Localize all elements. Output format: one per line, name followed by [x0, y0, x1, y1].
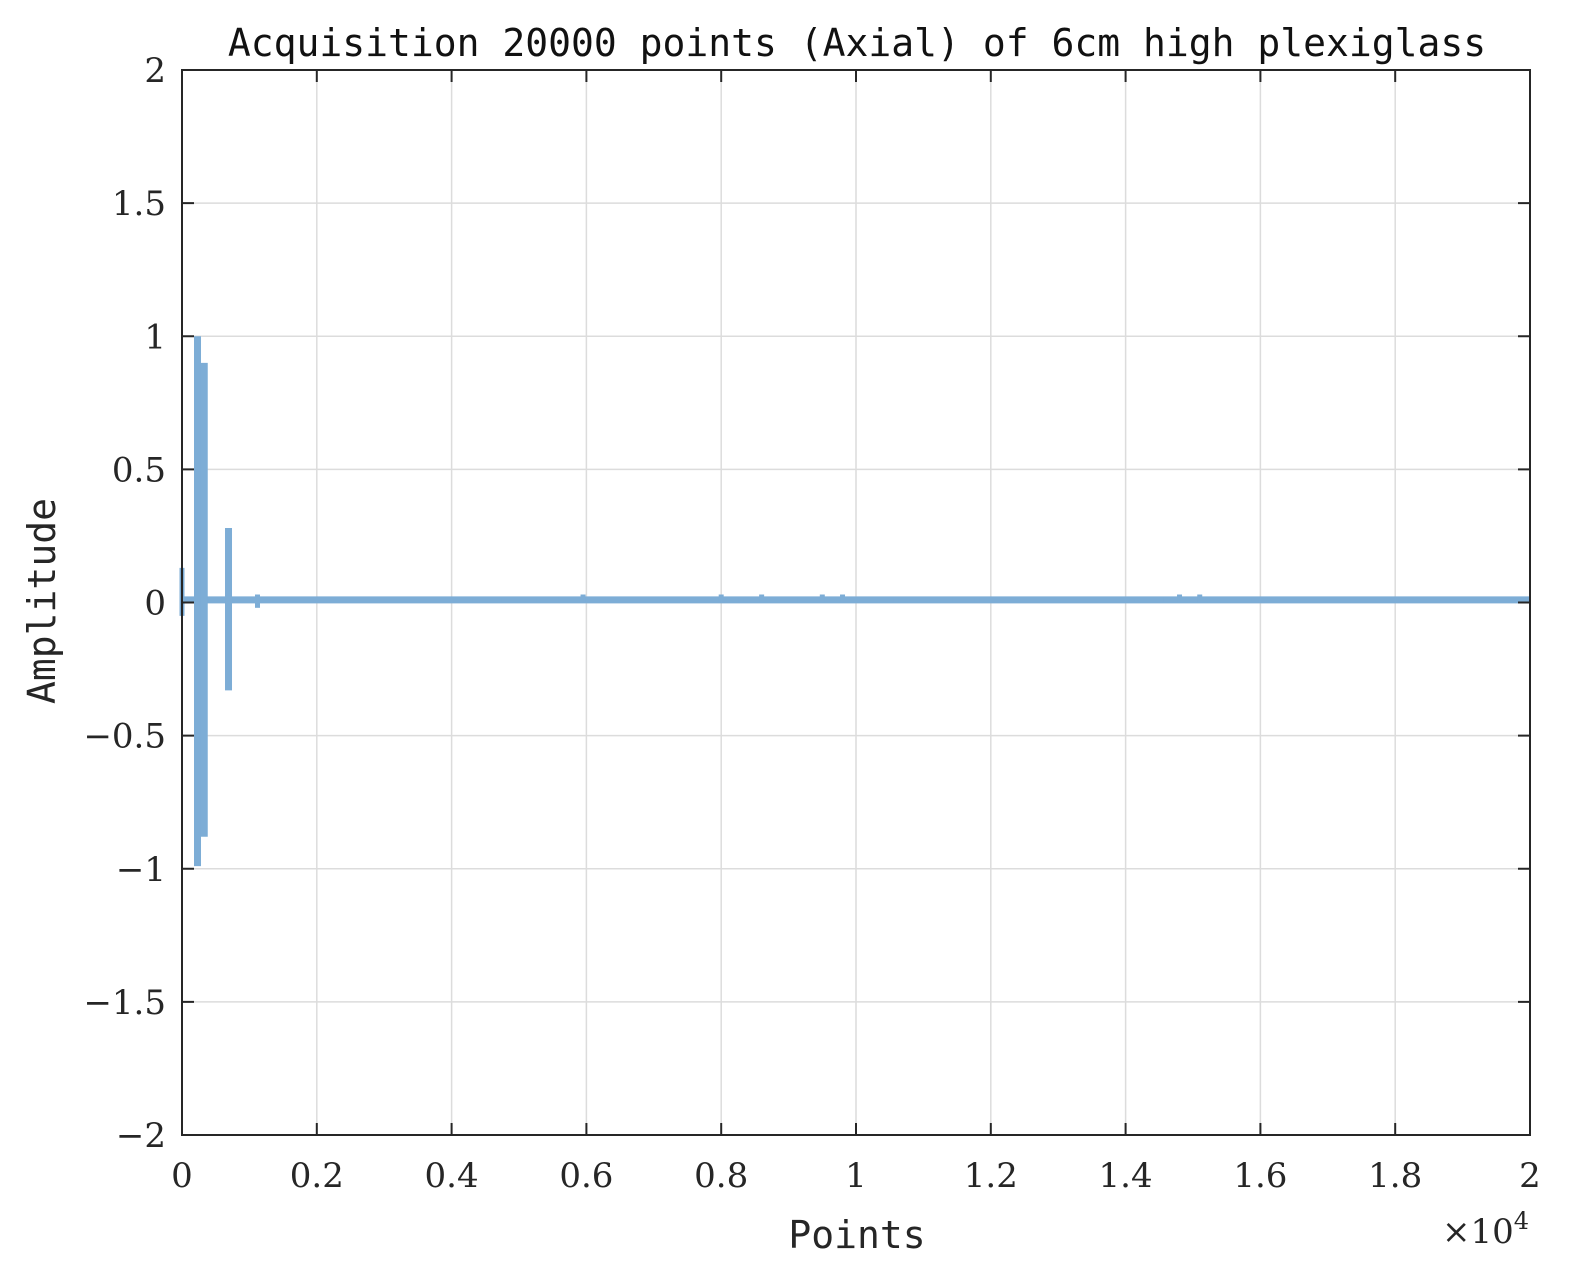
x-tick-label: 1.2	[964, 1156, 1018, 1196]
x-tick-label: 1.6	[1233, 1156, 1287, 1196]
x-tick-label: 1	[845, 1156, 867, 1196]
y-tick-label: −2	[116, 1116, 166, 1156]
y-tick-label: 0.5	[112, 450, 166, 490]
y-tick-label: 1	[144, 317, 166, 357]
y-tick-label: 0	[144, 584, 166, 624]
tick-marks	[181, 69, 1531, 1136]
y-axis-label: Amplitude	[20, 498, 64, 704]
x-tick-label: 1.4	[1099, 1156, 1153, 1196]
x-tick-label: 2	[1519, 1156, 1541, 1196]
x-tick-label: 0.2	[290, 1156, 344, 1196]
x-tick-label: 0.6	[559, 1156, 613, 1196]
y-tick-label: 2	[144, 51, 166, 91]
y-tick-label: −1	[116, 850, 166, 890]
x-tick-label: 0	[171, 1156, 193, 1196]
x-axis-multiplier: ×104	[1442, 1207, 1529, 1252]
series-amplitude	[179, 336, 1530, 867]
x-tick-label: 1.8	[1368, 1156, 1422, 1196]
x-axis-multiplier-exponent: 4	[1514, 1207, 1529, 1235]
y-tick-label: 1.5	[112, 184, 166, 224]
x-axis-multiplier-base: ×10	[1442, 1212, 1514, 1252]
y-tick-labels: 2 1.5 1 0.5 0 −0.5 −1 −1.5 −2	[83, 51, 166, 1156]
x-axis-label: Points	[788, 1213, 925, 1257]
chart-title: Acquisition 20000 points (Axial) of 6cm …	[228, 21, 1486, 65]
x-tick-label: 0.4	[425, 1156, 479, 1196]
y-tick-label: −0.5	[83, 717, 166, 757]
x-tick-label: 0.8	[694, 1156, 748, 1196]
y-tick-label: −1.5	[83, 983, 166, 1023]
x-tick-labels: 0 0.2 0.4 0.6 0.8 1 1.2 1.4 1.6 1.8 2	[171, 1156, 1541, 1196]
